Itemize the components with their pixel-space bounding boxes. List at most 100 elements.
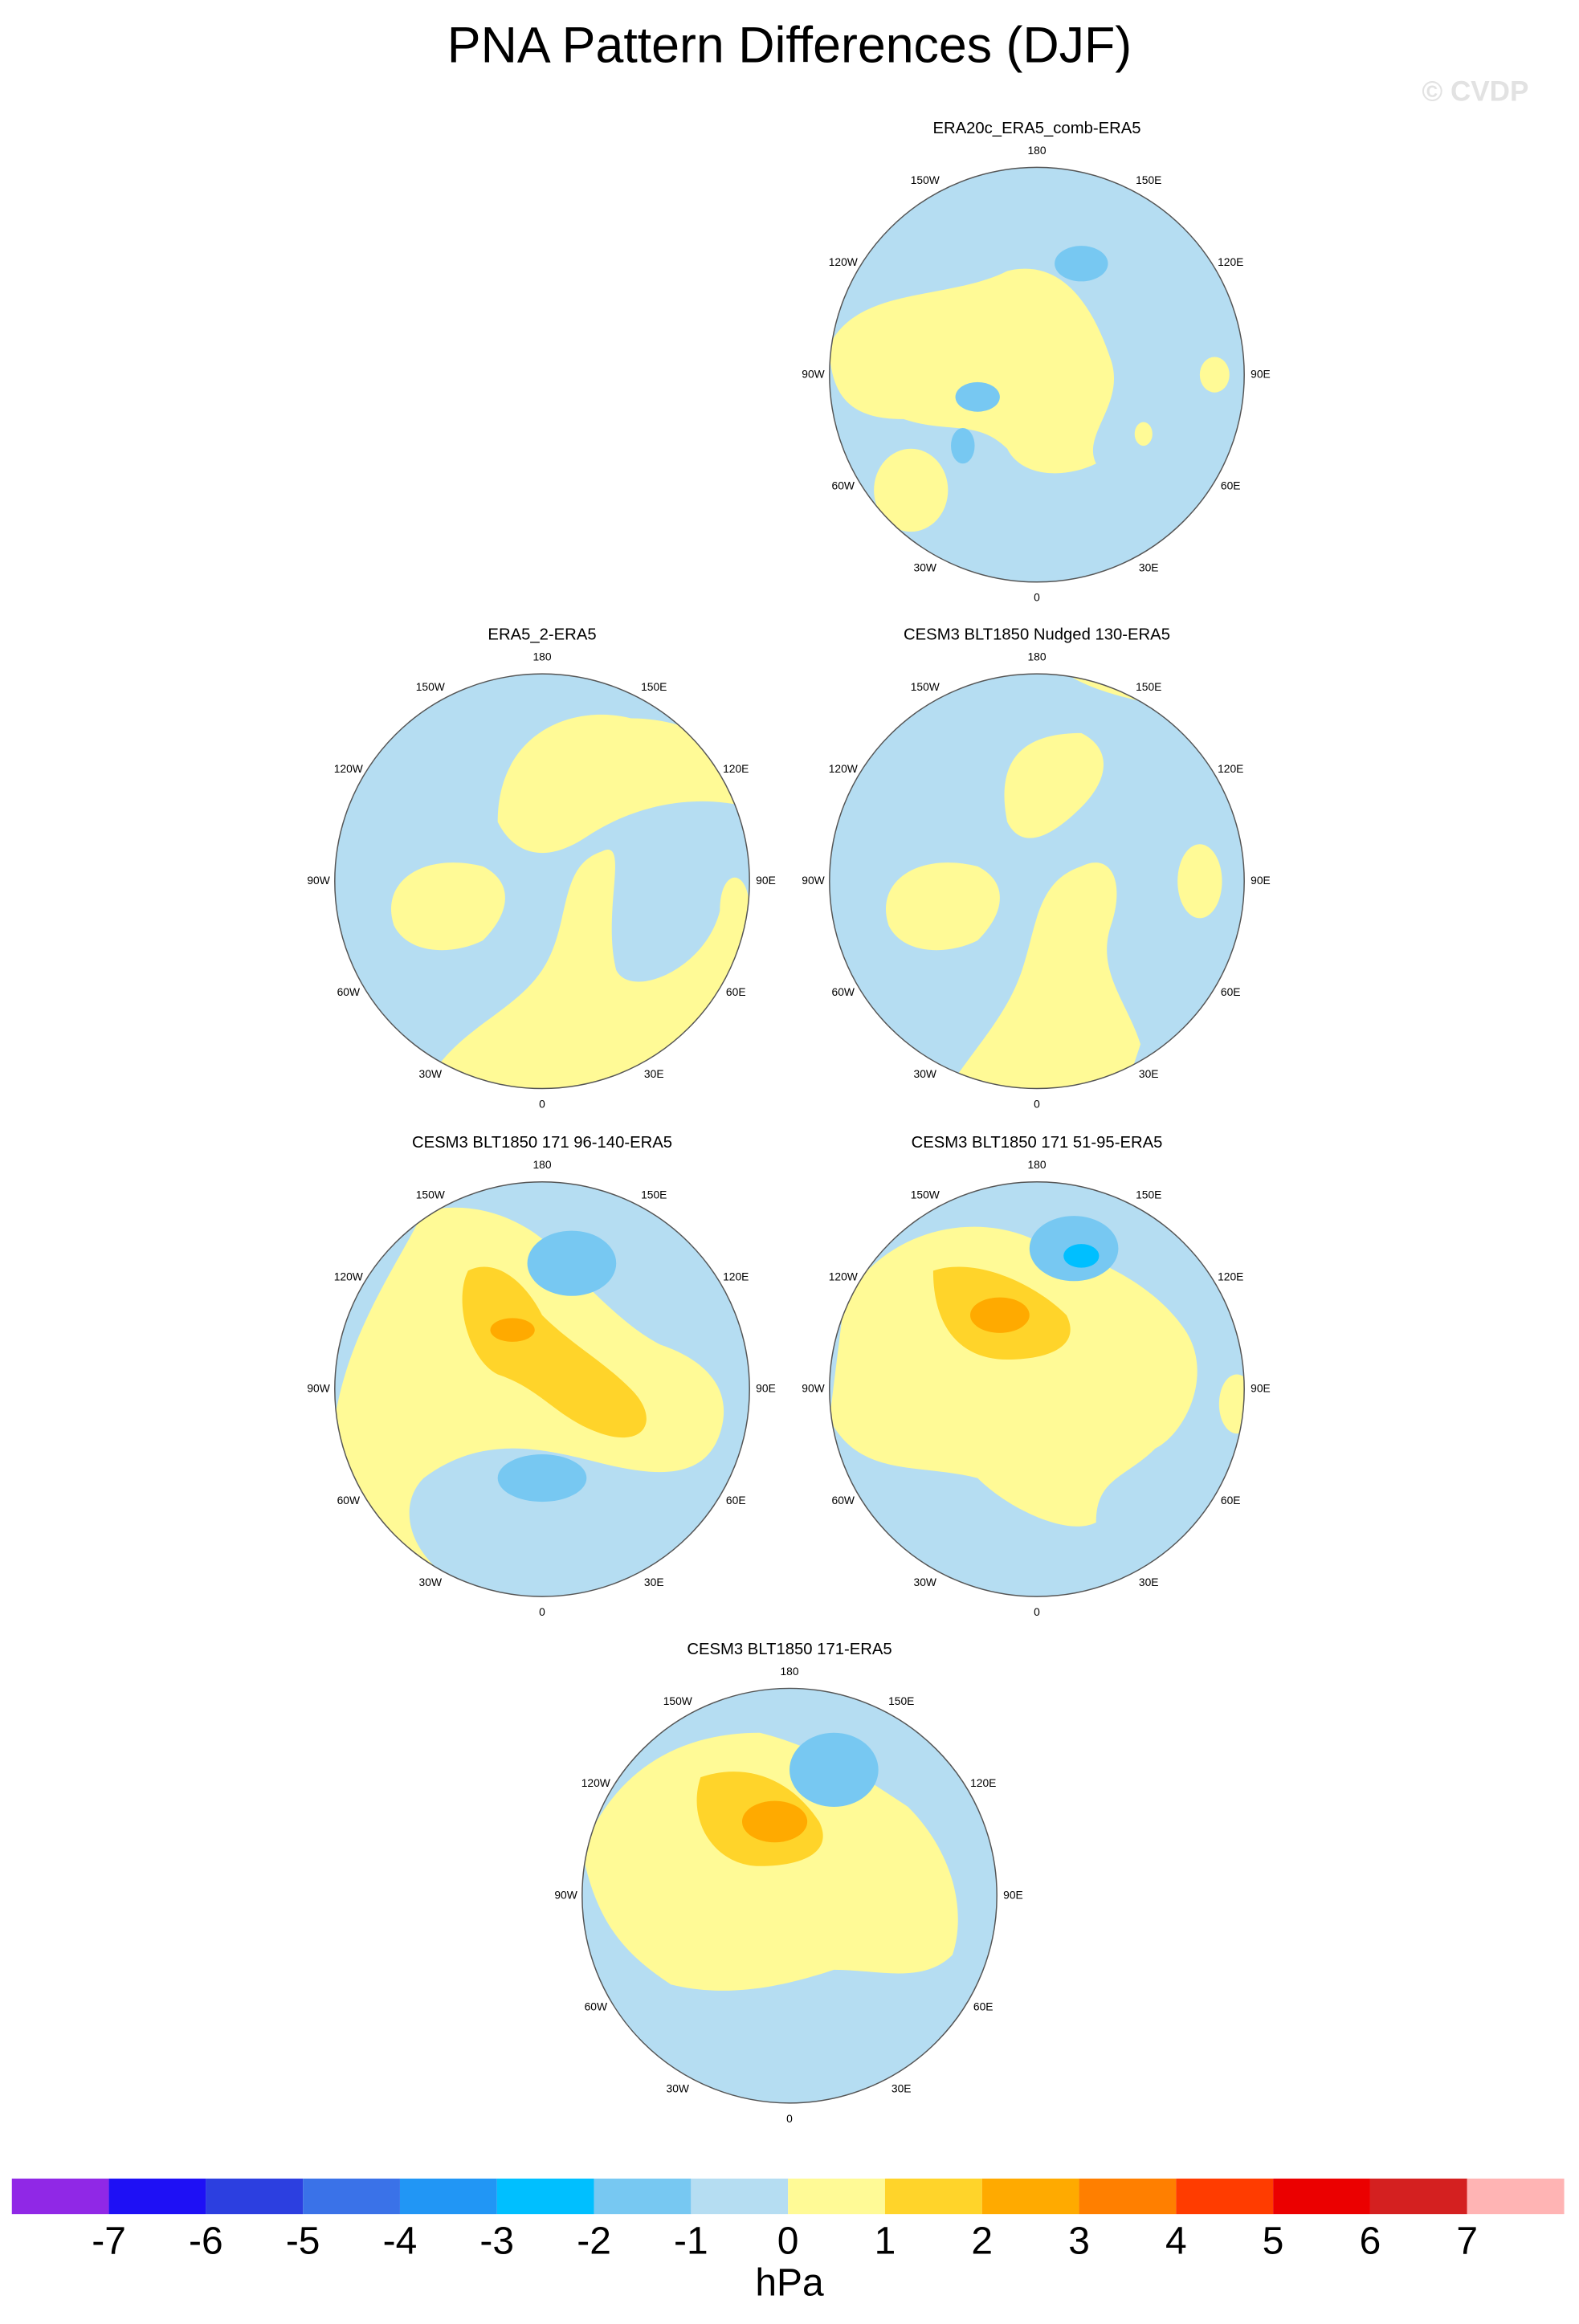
longitude-label: 60W <box>832 1494 855 1507</box>
colorbar-box <box>981 2178 1079 2215</box>
colorbar-box <box>1467 2178 1565 2215</box>
longitude-label: 30E <box>1139 1576 1159 1588</box>
longitude-label: 60E <box>726 1494 746 1507</box>
longitude-label: 30W <box>667 2082 689 2095</box>
longitude-label: 30E <box>1139 561 1159 573</box>
longitude-label: 90W <box>802 367 824 380</box>
map-field <box>334 1181 750 1597</box>
map-panel: CESM3 BLT1850 171 96-140-ERA5 180 150E 120E… <box>307 1134 775 1618</box>
contour-region <box>1134 422 1153 446</box>
contour-region <box>1055 246 1108 282</box>
contour-region <box>955 381 1000 412</box>
map-field <box>581 1688 998 2103</box>
longitude-label: 150E <box>1136 173 1161 186</box>
contour-region <box>497 714 750 854</box>
colorbar-box <box>11 2178 109 2215</box>
longitude-label: 120W <box>334 1270 363 1282</box>
colorbar-label: -5 <box>286 2220 320 2263</box>
colorbar-box <box>594 2178 692 2215</box>
longitude-label: 0 <box>1034 591 1040 604</box>
longitude-label: 0 <box>786 2112 793 2125</box>
longitude-label: 120E <box>723 1270 749 1282</box>
colorbar-label: -3 <box>479 2220 514 2263</box>
colorbar-label: 4 <box>1165 2220 1187 2263</box>
contour-region <box>948 862 1141 1089</box>
panel-title: CESM3 BLT1850 171 51-95-ERA5 <box>912 1134 1163 1152</box>
longitude-label: 60W <box>585 2000 607 2013</box>
longitude-label: 180 <box>532 1158 551 1171</box>
colorbar-label: 7 <box>1456 2220 1478 2263</box>
contour-region <box>829 1226 1198 1527</box>
contour-region <box>1063 1244 1100 1268</box>
colorbar-box <box>108 2178 206 2215</box>
panel-title: ERA20c_ERA5_comb-ERA5 <box>932 120 1140 137</box>
map-outline <box>829 166 1245 583</box>
longitude-label: 0 <box>539 1605 545 1618</box>
longitude-label: 150W <box>663 1694 692 1707</box>
contour-region <box>1199 357 1230 393</box>
contour-region <box>741 1800 808 1843</box>
longitude-label: 180 <box>1027 1158 1046 1171</box>
longitude-label: 30W <box>419 1576 442 1588</box>
longitude-label: 180 <box>532 650 551 663</box>
contour-region <box>334 1207 724 1597</box>
longitude-label: 60E <box>973 2000 994 2013</box>
longitude-label: 90E <box>756 1382 776 1395</box>
contour-region <box>1218 1374 1245 1434</box>
map-field <box>829 1181 1245 1597</box>
longitude-label: 120W <box>829 255 858 268</box>
longitude-label: 150W <box>911 173 940 186</box>
colorbar-label: -4 <box>383 2220 418 2263</box>
longitude-label: 90E <box>756 874 776 887</box>
contour-region <box>490 1318 535 1342</box>
contour-region <box>790 1732 879 1807</box>
longitude-label: 120W <box>581 1776 610 1789</box>
colorbar-box <box>1273 2178 1370 2215</box>
longitude-label: 90E <box>1003 1888 1023 1901</box>
map-panel: CESM3 BLT1850 171 51-95-ERA5 180 150E 120E 9… <box>802 1134 1270 1618</box>
contour-region <box>391 862 505 951</box>
panel-title: CESM3 BLT1850 171 96-140-ERA5 <box>412 1134 672 1152</box>
longitude-label: 0 <box>1034 1097 1040 1110</box>
longitude-label: 30E <box>644 1067 664 1080</box>
contour-region <box>969 1297 1030 1333</box>
colorbar-label: 6 <box>1360 2220 1381 2263</box>
longitude-label: 30E <box>644 1576 664 1588</box>
longitude-label: 90W <box>307 874 329 887</box>
contour-region <box>497 1454 587 1502</box>
colorbar-label: -7 <box>92 2220 126 2263</box>
longitude-label: 30W <box>914 1067 936 1080</box>
longitude-label: 120E <box>1218 255 1243 268</box>
longitude-label: 90E <box>1251 1382 1271 1395</box>
longitude-label: 30W <box>419 1067 442 1080</box>
panel-title: ERA5_2-ERA5 <box>488 626 596 644</box>
longitude-label: 150W <box>416 680 445 693</box>
contour-region <box>829 268 1115 474</box>
colorbar-box <box>206 2178 304 2215</box>
map-panel: ERA5_2-ERA5 180 150E 120E 90E 60E 30E 0 30W 60W 90… <box>307 626 775 1111</box>
longitude-label: 150W <box>416 1188 445 1201</box>
colorbar-box <box>788 2178 885 2215</box>
contour-region <box>885 862 1000 951</box>
map-background <box>829 674 1245 1089</box>
map-outline <box>334 673 750 1090</box>
longitude-label: 90W <box>307 1382 329 1395</box>
colorbar-label: 1 <box>875 2220 896 2263</box>
longitude-label: 120E <box>723 762 749 775</box>
longitude-label: 180 <box>1027 144 1046 157</box>
map-outline <box>829 1180 1245 1597</box>
colorbar-box <box>691 2178 789 2215</box>
longitude-label: 180 <box>1027 650 1046 663</box>
longitude-label: 90W <box>802 1382 824 1395</box>
longitude-label: 150E <box>641 680 667 693</box>
longitude-label: 60E <box>1221 1494 1241 1507</box>
longitude-label: 60W <box>337 1494 360 1507</box>
longitude-label: 60E <box>726 985 746 998</box>
longitude-label: 30E <box>1139 1067 1159 1080</box>
longitude-label: 0 <box>539 1097 545 1110</box>
longitude-label: 120W <box>334 762 363 775</box>
colorbar-label: 3 <box>1068 2220 1090 2263</box>
map-panel: CESM3 BLT1850 Nudged 130-ERA5 180 150E 120E… <box>802 626 1270 1111</box>
